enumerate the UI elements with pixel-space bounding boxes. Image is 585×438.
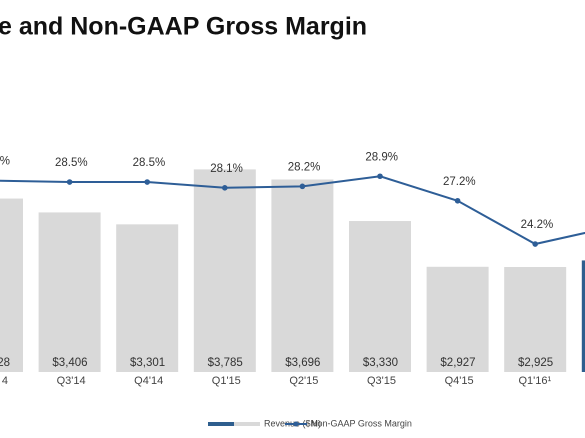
bar [38,212,101,372]
line-point [454,197,461,204]
bar [426,266,489,372]
line-value-label: 24.2% [521,219,554,231]
x-tick-label: Q4'15 [445,375,474,387]
bar [349,221,411,372]
line-value-label: 28.5% [133,157,166,169]
legend-swatch [208,422,234,426]
x-tick-label: Q3'15 [367,375,396,387]
bar-value-label: $3,330 [363,357,398,369]
line-point [532,241,538,247]
bar-value-label: $3,301 [130,357,165,369]
line-point [66,179,73,185]
line-value-label: 28.9% [365,151,398,163]
legend-label: Non-GAAP Gross Margin [311,418,412,428]
bar-value-label: $3,785 [208,357,243,369]
line-value-label: 28.5% [55,157,88,169]
line-value-label: 28.1% [210,163,243,175]
x-tick-label: 4 [2,375,8,387]
line-value-label: 27.2% [443,176,476,188]
x-tick-label: Q1'15 [212,375,241,387]
chart-title: e and Non-GAAP Gross Margin [0,13,367,41]
bar [271,179,334,372]
bar [504,267,567,372]
bar [0,198,23,372]
bar [193,169,256,372]
bar-value-label: $3,406 [52,357,87,369]
line-point [299,183,306,190]
line-point [144,179,150,185]
x-tick-label: Q1'16¹ [519,375,552,387]
bar [581,260,585,372]
line-value-label: 28.2% [288,161,321,173]
legend-swatch [234,422,260,426]
bar-value-label: $3,696 [285,357,320,369]
line-point [377,173,383,180]
x-tick-label: Q3'14 [57,375,86,387]
bar-value-label: $2,927 [440,357,475,369]
bar [116,224,179,372]
line-value-label: % [0,156,10,168]
legend-swatch [293,421,299,427]
line-point [222,184,228,191]
bar-value-label: 28 [0,357,10,369]
x-tick-label: Q2'15 [289,375,318,387]
bar-value-label: $2,925 [518,357,553,369]
x-tick-label: Q4'14 [134,375,163,387]
